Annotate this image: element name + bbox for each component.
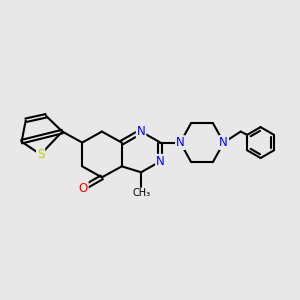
Text: CH₃: CH₃ <box>132 188 150 198</box>
Text: N: N <box>156 155 165 168</box>
Text: O: O <box>79 182 88 194</box>
Text: N: N <box>219 136 228 149</box>
Text: N: N <box>137 125 146 138</box>
Text: N: N <box>176 136 185 149</box>
Text: S: S <box>37 148 44 161</box>
